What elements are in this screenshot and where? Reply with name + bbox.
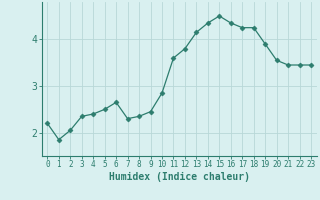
X-axis label: Humidex (Indice chaleur): Humidex (Indice chaleur)	[109, 172, 250, 182]
